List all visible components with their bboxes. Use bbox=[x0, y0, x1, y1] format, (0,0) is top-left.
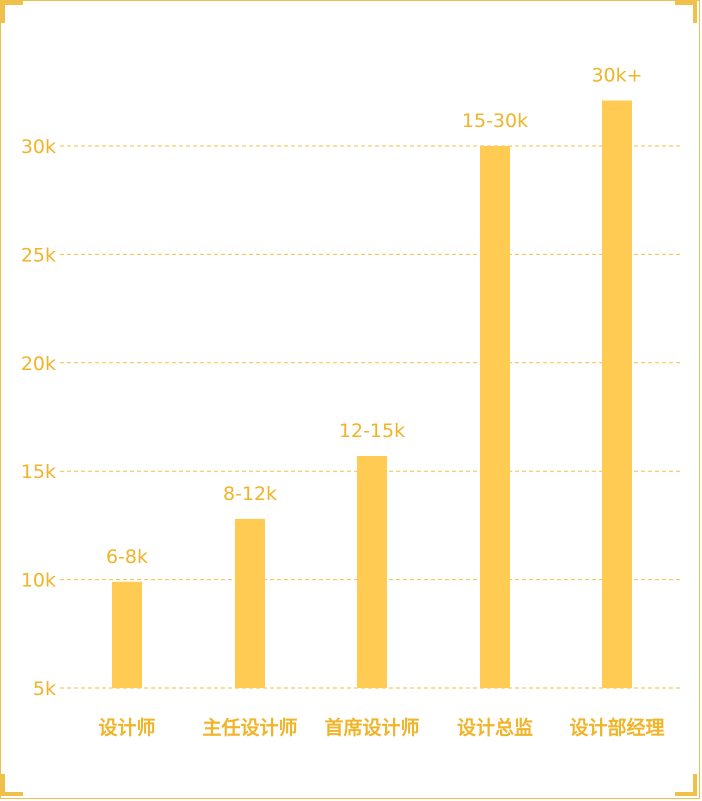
x-category-label: 首席设计师 bbox=[324, 716, 419, 739]
bar-value-label: 6-8k bbox=[106, 546, 148, 568]
corner-bottom-right bbox=[675, 774, 697, 796]
y-tick-label: 20k bbox=[21, 353, 56, 375]
y-tick-label: 10k bbox=[21, 570, 56, 592]
bar bbox=[112, 581, 142, 688]
bar bbox=[357, 456, 387, 688]
bar bbox=[602, 100, 632, 689]
x-category-label: 设计部经理 bbox=[569, 716, 664, 739]
corner-bottom-left bbox=[1, 774, 23, 796]
x-category-label: 设计师 bbox=[98, 717, 155, 739]
bar-value-label: 30k+ bbox=[591, 64, 642, 86]
x-category-label: 主任设计师 bbox=[202, 716, 297, 739]
corner-top-right bbox=[675, 1, 697, 23]
y-tick-label: 5k bbox=[33, 678, 56, 700]
bar bbox=[235, 518, 265, 688]
x-category-label: 设计总监 bbox=[457, 716, 533, 739]
y-tick-label: 25k bbox=[21, 244, 56, 266]
y-tick-label: 30k bbox=[21, 136, 56, 158]
bar bbox=[480, 146, 510, 688]
bar-value-label: 15-30k bbox=[462, 110, 528, 132]
bar-value-label: 12-15k bbox=[339, 420, 405, 442]
y-tick-label: 15k bbox=[21, 461, 56, 483]
bar-value-label: 8-12k bbox=[223, 483, 277, 505]
corner-top-left bbox=[1, 1, 23, 23]
